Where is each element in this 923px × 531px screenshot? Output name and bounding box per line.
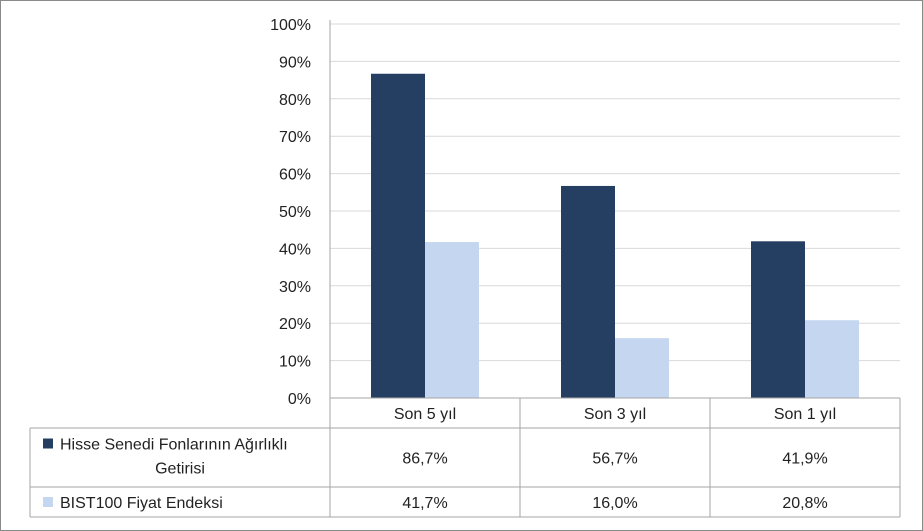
legend-label: Getirisi [155, 461, 205, 478]
data-label: 20,8% [782, 495, 827, 512]
y-tick-label: 30% [279, 279, 311, 296]
y-tick-label: 70% [279, 129, 311, 146]
data-label: 56,7% [592, 451, 637, 468]
y-tick-label: 100% [270, 17, 311, 34]
data-label: 41,7% [402, 495, 447, 512]
bar-s2-3 [805, 320, 859, 398]
legend-label: BIST100 Fiyat Endeksi [60, 495, 223, 512]
y-tick-label: 40% [279, 241, 311, 258]
bar-s1-2 [561, 185, 615, 398]
category-label: Son 5 yıl [394, 406, 456, 423]
legend-key [43, 497, 53, 507]
bar-s1-1 [371, 73, 425, 398]
y-tick-label: 10% [279, 354, 311, 371]
bar-s2-2 [615, 338, 669, 398]
category-label: Son 1 yıl [774, 406, 836, 423]
y-tick-label: 90% [279, 54, 311, 71]
y-tick-label: 20% [279, 316, 311, 333]
y-tick-label: 80% [279, 92, 311, 109]
data-label: 16,0% [592, 495, 637, 512]
y-tick-label: 0% [288, 391, 311, 408]
y-tick-label: 60% [279, 167, 311, 184]
legend-key [43, 438, 53, 449]
bar-s1-3 [751, 241, 805, 398]
bar-s2-1 [425, 242, 479, 398]
y-tick-label: 50% [279, 204, 311, 221]
data-label: 86,7% [402, 451, 447, 468]
legend-label: Hisse Senedi Fonlarının Ağırlıklı [60, 437, 288, 454]
category-label: Son 3 yıl [584, 406, 646, 423]
data-label: 41,9% [782, 451, 827, 468]
